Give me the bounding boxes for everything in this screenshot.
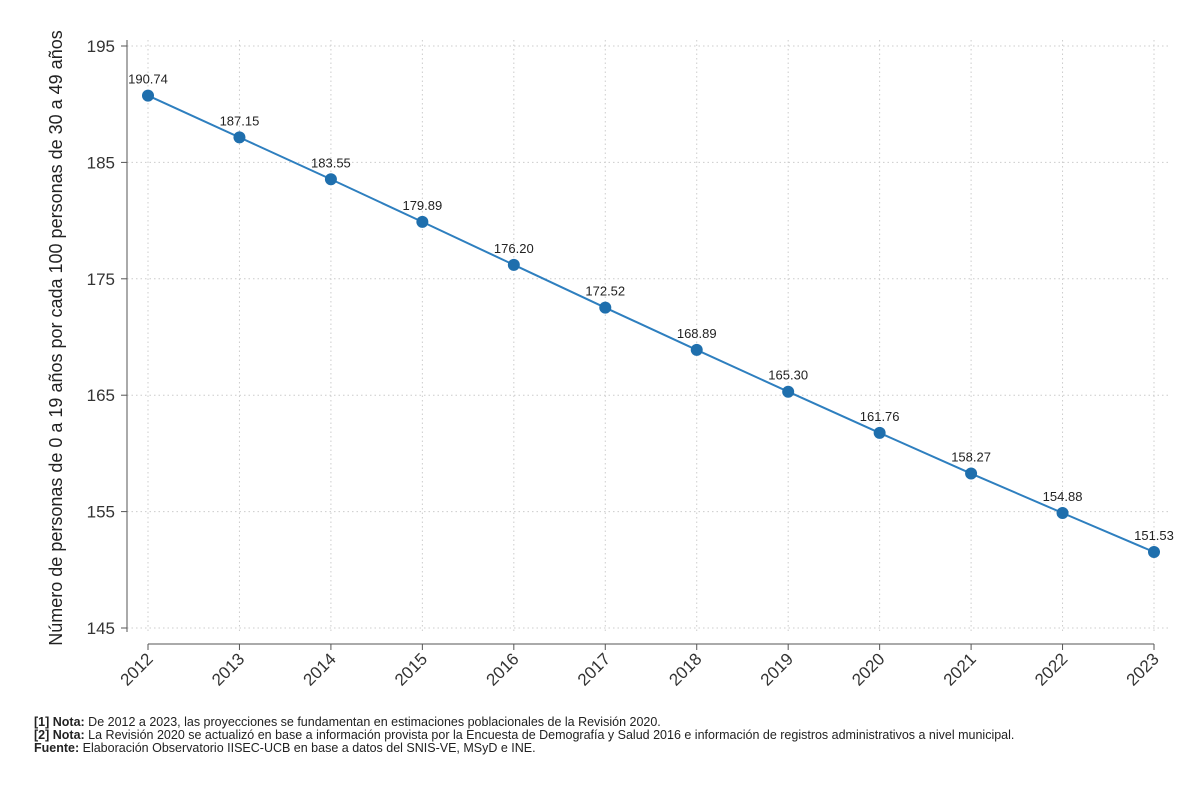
note-1: [1] Nota: De 2012 a 2023, las proyeccion… bbox=[34, 716, 1014, 729]
data-label: 187.15 bbox=[220, 113, 260, 128]
data-label: 168.89 bbox=[677, 326, 717, 341]
x-tick-label: 2020 bbox=[848, 649, 888, 689]
data-label: 190.74 bbox=[128, 72, 168, 87]
x-tick-label: 2016 bbox=[482, 649, 522, 689]
x-tick-label: 2018 bbox=[665, 649, 705, 689]
y-tick-label: 165 bbox=[87, 386, 115, 405]
chart-notes: [1] Nota: De 2012 a 2023, las proyeccion… bbox=[34, 716, 1014, 755]
data-point bbox=[416, 215, 429, 228]
x-tick-label: 2014 bbox=[300, 649, 340, 689]
y-tick-label: 175 bbox=[87, 270, 115, 289]
y-tick-label: 195 bbox=[87, 37, 115, 56]
axis-layer: 145 155 165 175 185 195 2012 2013 2014 2015 2016 20… bbox=[87, 37, 1163, 690]
data-label: 179.89 bbox=[402, 198, 442, 213]
note-1-tag: [1] Nota: bbox=[34, 715, 85, 729]
data-label: 158.27 bbox=[951, 450, 991, 465]
data-point bbox=[507, 258, 520, 271]
data-point bbox=[599, 301, 612, 314]
data-point bbox=[142, 89, 154, 102]
line-chart: 145 155 165 175 185 195 2012 2013 2014 2015 2016 20… bbox=[46, 30, 1174, 690]
y-axis-label: Número de personas de 0 a 19 años por ca… bbox=[46, 30, 66, 645]
x-tick-label: 2015 bbox=[391, 649, 431, 689]
source-note: Fuente: Elaboración Observatorio IISEC-U… bbox=[34, 742, 1014, 755]
data-point bbox=[690, 343, 703, 356]
data-point bbox=[873, 426, 886, 439]
note-2-text: La Revisión 2020 se actualizó en base a … bbox=[84, 728, 1015, 742]
data-label: 183.55 bbox=[311, 155, 351, 170]
grid-layer bbox=[127, 40, 1170, 632]
note-1-text: De 2012 a 2023, las proyecciones se fund… bbox=[84, 715, 661, 729]
data-label: 154.88 bbox=[1043, 489, 1083, 504]
note-2-tag: [2] Nota: bbox=[34, 728, 85, 742]
x-tick-label: 2013 bbox=[208, 649, 248, 689]
x-tick-label: 2012 bbox=[117, 649, 157, 689]
data-label: 161.76 bbox=[860, 409, 900, 424]
data-point bbox=[324, 173, 337, 186]
data-point bbox=[782, 385, 795, 398]
data-point bbox=[1148, 545, 1160, 558]
y-tick-label: 155 bbox=[87, 503, 115, 522]
x-tick-label: 2021 bbox=[940, 649, 980, 689]
x-tick-label: 2023 bbox=[1123, 649, 1163, 689]
source-text: Elaboración Observatorio IISEC-UCB en ba… bbox=[79, 741, 536, 755]
data-label: 176.20 bbox=[494, 241, 534, 256]
data-label: 165.30 bbox=[768, 368, 808, 383]
data-label: 151.53 bbox=[1134, 528, 1174, 543]
x-tick-label: 2019 bbox=[757, 649, 797, 689]
data-point bbox=[965, 467, 978, 480]
data-label: 172.52 bbox=[585, 284, 625, 299]
data-point bbox=[233, 131, 246, 144]
series-layer: 190.74 187.15 183.55 179.89 176.20 172.52 168.… bbox=[128, 72, 1174, 558]
x-tick-label: 2022 bbox=[1031, 649, 1071, 689]
y-tick-label: 145 bbox=[87, 619, 115, 638]
source-tag: Fuente: bbox=[34, 741, 80, 755]
note-2: [2] Nota: La Revisión 2020 se actualizó … bbox=[34, 729, 1014, 742]
data-point bbox=[1056, 506, 1069, 519]
series-line bbox=[147, 94, 1155, 553]
x-tick-label: 2017 bbox=[574, 649, 614, 689]
y-tick-label: 185 bbox=[87, 153, 115, 172]
